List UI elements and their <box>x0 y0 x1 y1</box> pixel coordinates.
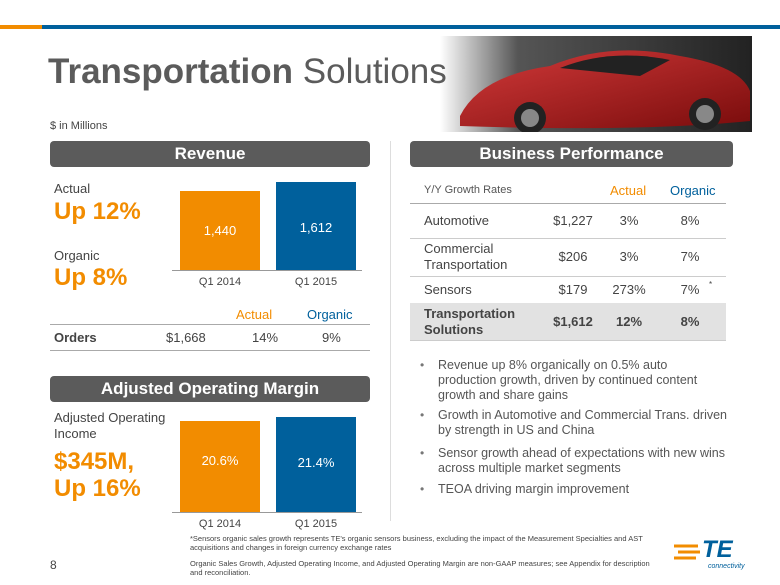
cell: Transportation Solutions <box>424 305 516 337</box>
margin-chart: 20.6% Q1 2014 21.4% Q1 2015 <box>172 410 362 532</box>
bar <box>276 417 356 512</box>
x-tick-label: Q1 2014 <box>198 276 242 288</box>
bullet: Sensor growth ahead of expectations with… <box>438 446 725 475</box>
logo-sub: connectivity <box>708 563 745 570</box>
note: Organic Sales Growth, Adjusted Operating… <box>190 559 650 577</box>
orders-organic: 9% <box>322 330 341 345</box>
margin-heading: Adjusted Operating Margin <box>50 376 370 402</box>
col-head: Organic <box>670 183 716 198</box>
value: Up 16% <box>54 475 141 502</box>
cell: 3% <box>619 213 639 228</box>
units: $ in Millions <box>50 120 108 132</box>
car-image <box>440 36 752 132</box>
col-head: Organic <box>307 307 353 322</box>
label: Adjusted Operating Income <box>54 410 166 441</box>
cell: $206 <box>558 249 588 264</box>
bullet-dot: • <box>420 408 425 422</box>
axis-line <box>172 512 362 513</box>
divider <box>390 141 391 521</box>
revenue-chart: 1,440 Q1 2014 1,612 Q1 2015 <box>172 170 362 290</box>
bar <box>180 191 260 270</box>
logo-mark <box>674 544 700 560</box>
col-head: Actual <box>236 307 273 322</box>
bullets: • Revenue up 8% organically on 0.5% auto … <box>420 358 730 508</box>
revenue-heading: Revenue <box>50 141 370 167</box>
footnote-mark: * <box>709 280 713 289</box>
cell: 7% <box>680 249 700 264</box>
value: Up 8% <box>54 264 128 291</box>
bullet: TEOA driving margin improvement <box>438 482 630 496</box>
cell: 12% <box>615 313 643 329</box>
title: Transportation Solutions <box>48 52 447 92</box>
cell: $1,227 <box>553 213 593 228</box>
orders-label: Orders <box>54 330 97 345</box>
x-tick-label: Q1 2015 <box>294 276 338 288</box>
performance-heading: Business Performance <box>410 141 733 167</box>
bullet-dot: • <box>420 358 425 372</box>
row-shade <box>410 303 726 340</box>
bar-label: 1,612 <box>299 220 333 235</box>
col-head: Actual <box>610 183 647 198</box>
value: Up 12% <box>54 198 141 225</box>
bullet-dot: • <box>420 446 425 460</box>
bar-label: 1,440 <box>203 223 237 239</box>
rule <box>410 276 726 277</box>
orders-amount: $1,668 <box>166 330 206 345</box>
cell: 8% <box>680 313 700 329</box>
cell: 273% <box>612 281 646 297</box>
value: $345M, <box>54 448 135 475</box>
logo: TE <box>702 536 733 563</box>
axis-line <box>172 270 362 271</box>
top-rule <box>0 25 780 29</box>
title-bold: Transportation <box>48 52 294 91</box>
orders-actual: 14% <box>252 330 279 345</box>
cell: Commercial Transportation <box>424 241 508 272</box>
bullet: Revenue up 8% organically on 0.5% auto p… <box>438 358 698 402</box>
bullet-dot: • <box>420 482 425 496</box>
bullet: Growth in Automotive and Commercial Tran… <box>438 408 728 437</box>
cell: 7% <box>680 281 700 297</box>
title-rest: Solutions <box>302 52 447 91</box>
cell: 8% <box>680 213 700 228</box>
performance-table: Y/Y Growth Rates Actual Organic Automotive $… <box>410 176 726 341</box>
bar-label: 20.6% <box>201 452 239 468</box>
cell: $179 <box>558 281 588 297</box>
x-tick-label: Q1 2014 <box>198 518 242 530</box>
cell: 3% <box>619 249 639 264</box>
bar <box>276 182 356 270</box>
rule <box>410 340 726 341</box>
page-number: 8 <box>50 558 57 572</box>
rule <box>410 203 726 204</box>
x-tick-label: Q1 2015 <box>294 518 338 530</box>
top-rule-accent <box>0 25 42 29</box>
bar-label: 21.4% <box>297 455 335 470</box>
rule <box>410 238 726 239</box>
cell: $1,612 <box>553 313 593 329</box>
cell: Automotive <box>424 213 490 228</box>
col-head: Y/Y Growth Rates <box>424 184 512 196</box>
bar <box>180 420 260 512</box>
footnote: *Sensors organic sales growth represents… <box>190 534 643 552</box>
rule <box>50 324 370 325</box>
label: Actual <box>54 181 91 196</box>
label: Organic <box>54 248 100 263</box>
rule <box>50 350 370 351</box>
cell: Sensors <box>424 281 472 297</box>
